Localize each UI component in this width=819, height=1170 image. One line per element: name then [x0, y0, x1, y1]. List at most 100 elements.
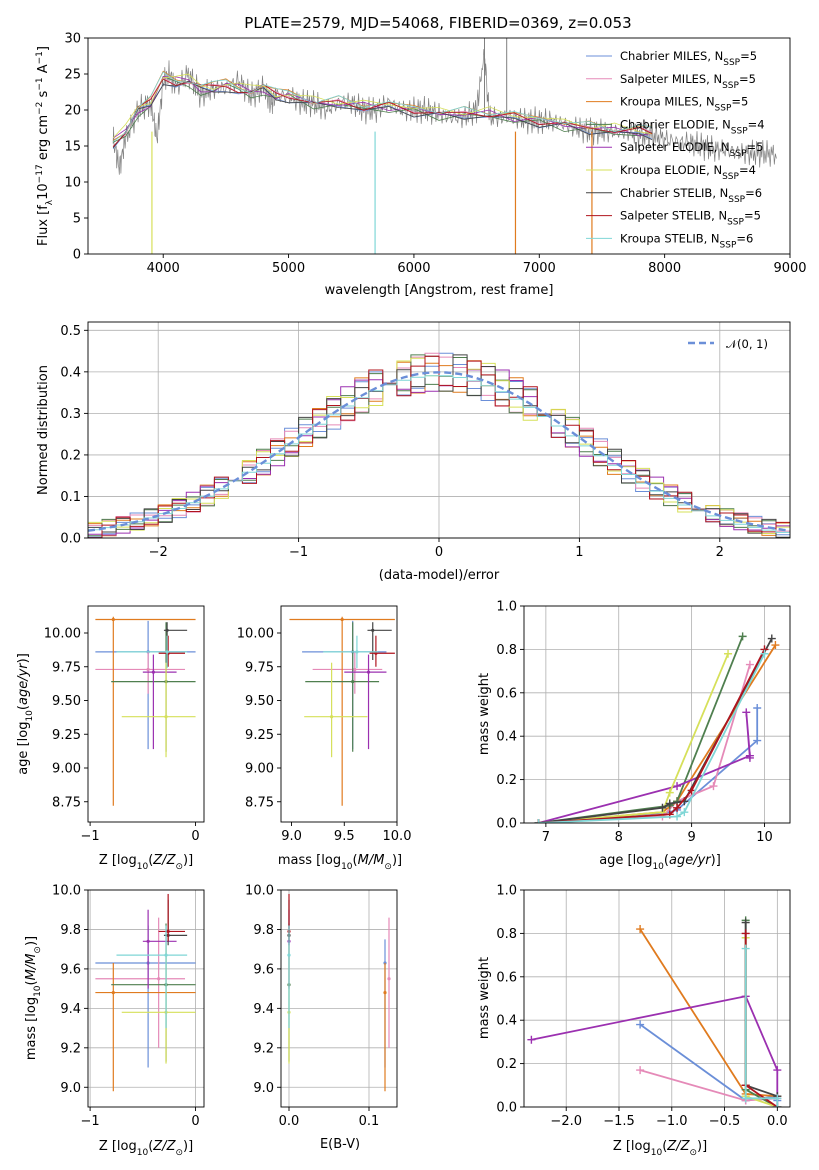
- axes-frame: −2.0 −1.5 −1.0 −0.5 0.0 0.0 0.2 0.4 0.6 0.8 1.0 Z […: [477, 884, 791, 1158]
- legend-entry-part: Salpeter MILES, N: [620, 72, 722, 86]
- axes-frame: 4000 5000 6000 7000 8000 9000 0 5 10 15 20 25 30 wave…: [35, 32, 807, 299]
- x-axis-label-part: 10: [652, 862, 664, 872]
- legend-entry-part: Kroupa STELIB, N: [620, 231, 720, 245]
- data-point: [157, 977, 161, 981]
- data-point: [287, 953, 291, 957]
- data-point: [164, 953, 168, 957]
- weight-line-6: [538, 638, 773, 823]
- data-point: [165, 650, 169, 654]
- y-tick-label: 9.25: [52, 728, 81, 743]
- plus-marker: [771, 641, 780, 650]
- y-axis-label-part: 10: [25, 710, 35, 722]
- legend-entry-part: =6: [745, 186, 762, 200]
- y-tick-label: 0.5: [60, 324, 81, 339]
- legend-entry-part: SSP: [728, 195, 745, 205]
- x-tick-label: 10.0: [383, 829, 412, 844]
- legend-entry-part: SSP: [723, 58, 740, 68]
- x-axis-label: Z [log10(Z/Z⊙)]: [99, 853, 193, 872]
- legend-entry: Kroupa ELODIE, NSSP=4: [620, 163, 756, 182]
- x-tick-label: 7: [542, 830, 550, 845]
- legend-entry-part: SSP: [720, 240, 737, 250]
- y-tick-label: 0.2: [496, 773, 517, 788]
- x-axis-label-part: age [log: [599, 853, 652, 868]
- x-axis-label-part: (: [148, 1139, 153, 1154]
- model-spectrum-7: [112, 78, 653, 147]
- x-axis-label-part: (: [664, 853, 669, 868]
- legend-entry: Salpeter ELODIE, NSSP=5: [620, 140, 763, 159]
- x-axis-label-part: ⊙: [175, 1148, 183, 1158]
- x-tick-label: 0.1: [359, 1114, 380, 1129]
- x-tick-label: 9: [687, 830, 695, 845]
- weight-line-3: [744, 920, 778, 1107]
- y-tick-label: 10: [64, 176, 81, 191]
- y-axis-label-part: −1: [35, 77, 45, 90]
- y-tick-label: 0.0: [60, 532, 81, 547]
- x-axis-label-part: Z/Z: [152, 1139, 176, 1154]
- y-axis-label: age [log10(age/yr)]: [16, 653, 35, 775]
- weight-line-5: [538, 653, 729, 823]
- x-axis-label-part: Z/Z: [152, 853, 176, 868]
- weight-line-5: [744, 937, 778, 1107]
- plus-marker: [741, 918, 750, 927]
- data-point: [340, 617, 344, 622]
- y-tick-label: 0.0: [496, 817, 517, 832]
- x-tick-label: −0.5: [709, 1114, 741, 1129]
- legend-entry: Chabrier STELIB, NSSP=6: [620, 186, 762, 205]
- y-tick-label: 0.6: [496, 686, 517, 701]
- data-point: [111, 990, 115, 995]
- y-tick-label: 9.4: [60, 1002, 81, 1017]
- model-spectrum-6: [112, 80, 653, 149]
- x-tick-label: 10: [756, 830, 773, 845]
- panel-weight-vs-Z: −2.0 −1.5 −1.0 −0.5 0.0 0.0 0.2 0.4 0.6 0.8 1.0 Z […: [477, 884, 791, 1158]
- y-axis-label-part: age/yr: [16, 662, 31, 705]
- plus-marker: [673, 803, 682, 812]
- legend-entry-part: SSP: [722, 81, 739, 91]
- x-axis-label-part: ⊙: [175, 862, 183, 872]
- plus-marker: [745, 753, 754, 762]
- y-axis-label-part: s: [36, 90, 51, 101]
- model-spectrum-8: [112, 71, 653, 142]
- x-tick-label: 8: [615, 830, 623, 845]
- x-tick-label: 5000: [272, 261, 305, 276]
- plus-marker: [673, 782, 682, 791]
- plus-marker: [534, 819, 543, 823]
- x-axis-label-part: )]: [183, 1139, 193, 1154]
- legend-entry-part: Kroupa ELODIE, N: [620, 163, 722, 177]
- x-axis-label: wavelength [Angstrom, rest frame]: [325, 283, 554, 298]
- y-axis-label: Normed distribution: [36, 365, 51, 495]
- data-point: [366, 670, 371, 674]
- legend-entry: Salpeter STELIB, NSSP=5: [620, 209, 761, 228]
- y-tick-label: 9.8: [253, 923, 274, 938]
- model-spectrum-3: [112, 75, 653, 143]
- y-tick-label: 0.3: [60, 407, 81, 422]
- plus-marker: [760, 649, 769, 658]
- y-axis-label-part: −17: [35, 164, 45, 183]
- y-tick-label: 9.00: [245, 762, 274, 777]
- y-tick-label: 9.25: [245, 728, 274, 743]
- plus-marker: [636, 1020, 645, 1029]
- y-tick-label: 0.1: [60, 490, 81, 505]
- plus-marker: [673, 812, 682, 821]
- legend-entry-part: Salpeter ELODIE, N: [620, 140, 730, 154]
- y-tick-label: 0.4: [496, 1014, 517, 1029]
- x-axis-label-part: ⊙: [689, 1148, 697, 1158]
- plus-marker: [742, 708, 751, 717]
- y-tick-label: 1.0: [496, 884, 517, 899]
- legend-entry: Chabrier MILES, NSSP=5: [620, 49, 757, 68]
- y-axis-label-part: ]: [36, 46, 51, 51]
- data-point: [146, 939, 150, 943]
- y-axis-label-part: erg cm: [36, 115, 51, 164]
- y-tick-label: 9.75: [52, 660, 81, 675]
- axes-border: [523, 605, 791, 824]
- x-tick-label: 0.0: [767, 1114, 788, 1129]
- y-tick-label: 1.0: [496, 600, 517, 615]
- plot-area: [112, 38, 777, 254]
- axes-frame: −1 09.09.29.49.69.810.0Z [log10(Z/Z⊙)]mas…: [24, 884, 205, 1158]
- x-axis-label-part: )]: [183, 853, 193, 868]
- panel-spectrum: 4000 5000 6000 7000 8000 9000 0 5 10 15 20 25 30 wave…: [35, 32, 807, 299]
- axes-border: [280, 889, 398, 1108]
- y-tick-label: 10.0: [245, 884, 274, 899]
- y-tick-label: 0.4: [496, 730, 517, 745]
- y-axis-label: mass weight: [477, 957, 492, 1039]
- plot-area: [95, 616, 196, 806]
